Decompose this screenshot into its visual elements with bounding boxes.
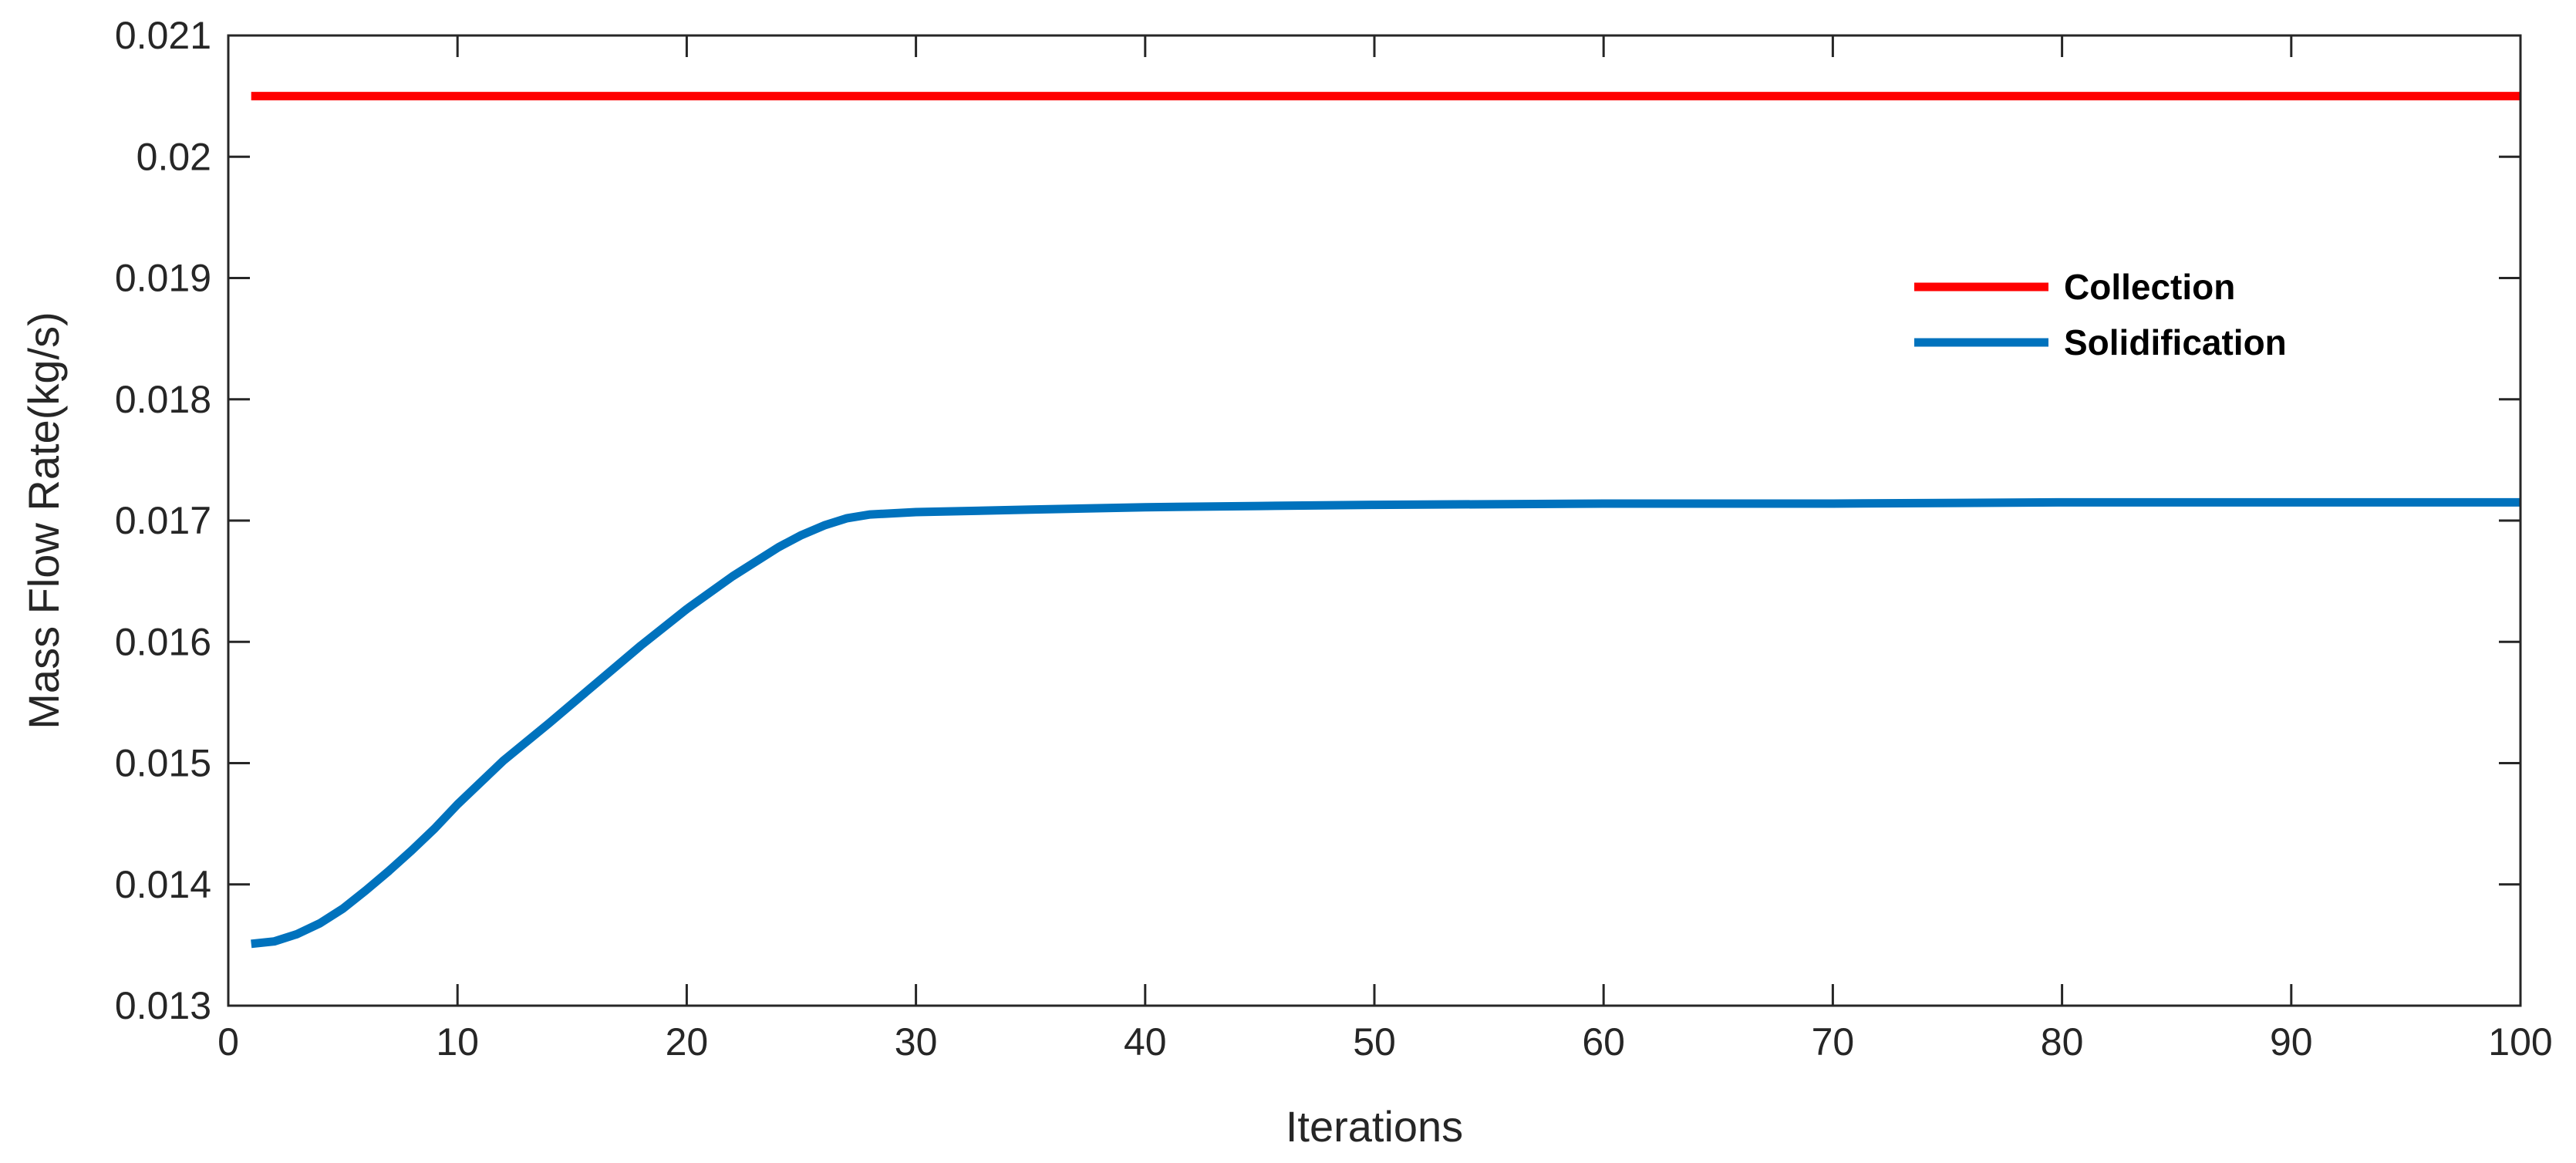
- x-tick-label: 90: [2270, 1020, 2313, 1064]
- y-tick-label: 0.013: [115, 984, 211, 1027]
- y-axis-title: Mass Flow Rate(kg/s): [19, 312, 68, 729]
- x-tick-label: 40: [1124, 1020, 1167, 1064]
- x-tick-label: 10: [436, 1020, 479, 1064]
- y-tick-label: 0.021: [115, 14, 211, 57]
- x-tick-label: 50: [1353, 1020, 1396, 1064]
- x-tick-label: 20: [666, 1020, 709, 1064]
- legend: Collection Solidification: [1914, 267, 2287, 362]
- y-tick-label: 0.016: [115, 620, 211, 663]
- series-layer: [251, 92, 2520, 949]
- x-axis-title: Iterations: [1286, 1102, 1463, 1151]
- x-tick-label: 30: [895, 1020, 938, 1064]
- x-tick-label: 70: [1812, 1020, 1855, 1064]
- x-tick-label: 0: [217, 1020, 239, 1064]
- x-tick-label: 100: [2488, 1020, 2552, 1064]
- y-tick-label: 0.018: [115, 378, 211, 421]
- y-tick-label: 0.02: [137, 135, 211, 178]
- legend-label-collection: Collection: [2064, 267, 2235, 307]
- tick-labels-layer: 0 10 20 30 40 50 60 70 80 90 100 0.013 0.014 0.015 0.0…: [115, 14, 2553, 1064]
- y-tick-label: 0.015: [115, 742, 211, 785]
- legend-label-solidification: Solidification: [2064, 322, 2287, 362]
- x-tick-label: 80: [2041, 1020, 2084, 1064]
- y-tick-label: 0.019: [115, 257, 211, 300]
- y-tick-label: 0.014: [115, 863, 211, 906]
- y-tick-label: 0.017: [115, 499, 211, 542]
- x-tick-label: 60: [1582, 1020, 1625, 1064]
- series-line-solidification: [251, 497, 2520, 949]
- plot-area-frame: [227, 34, 2522, 1007]
